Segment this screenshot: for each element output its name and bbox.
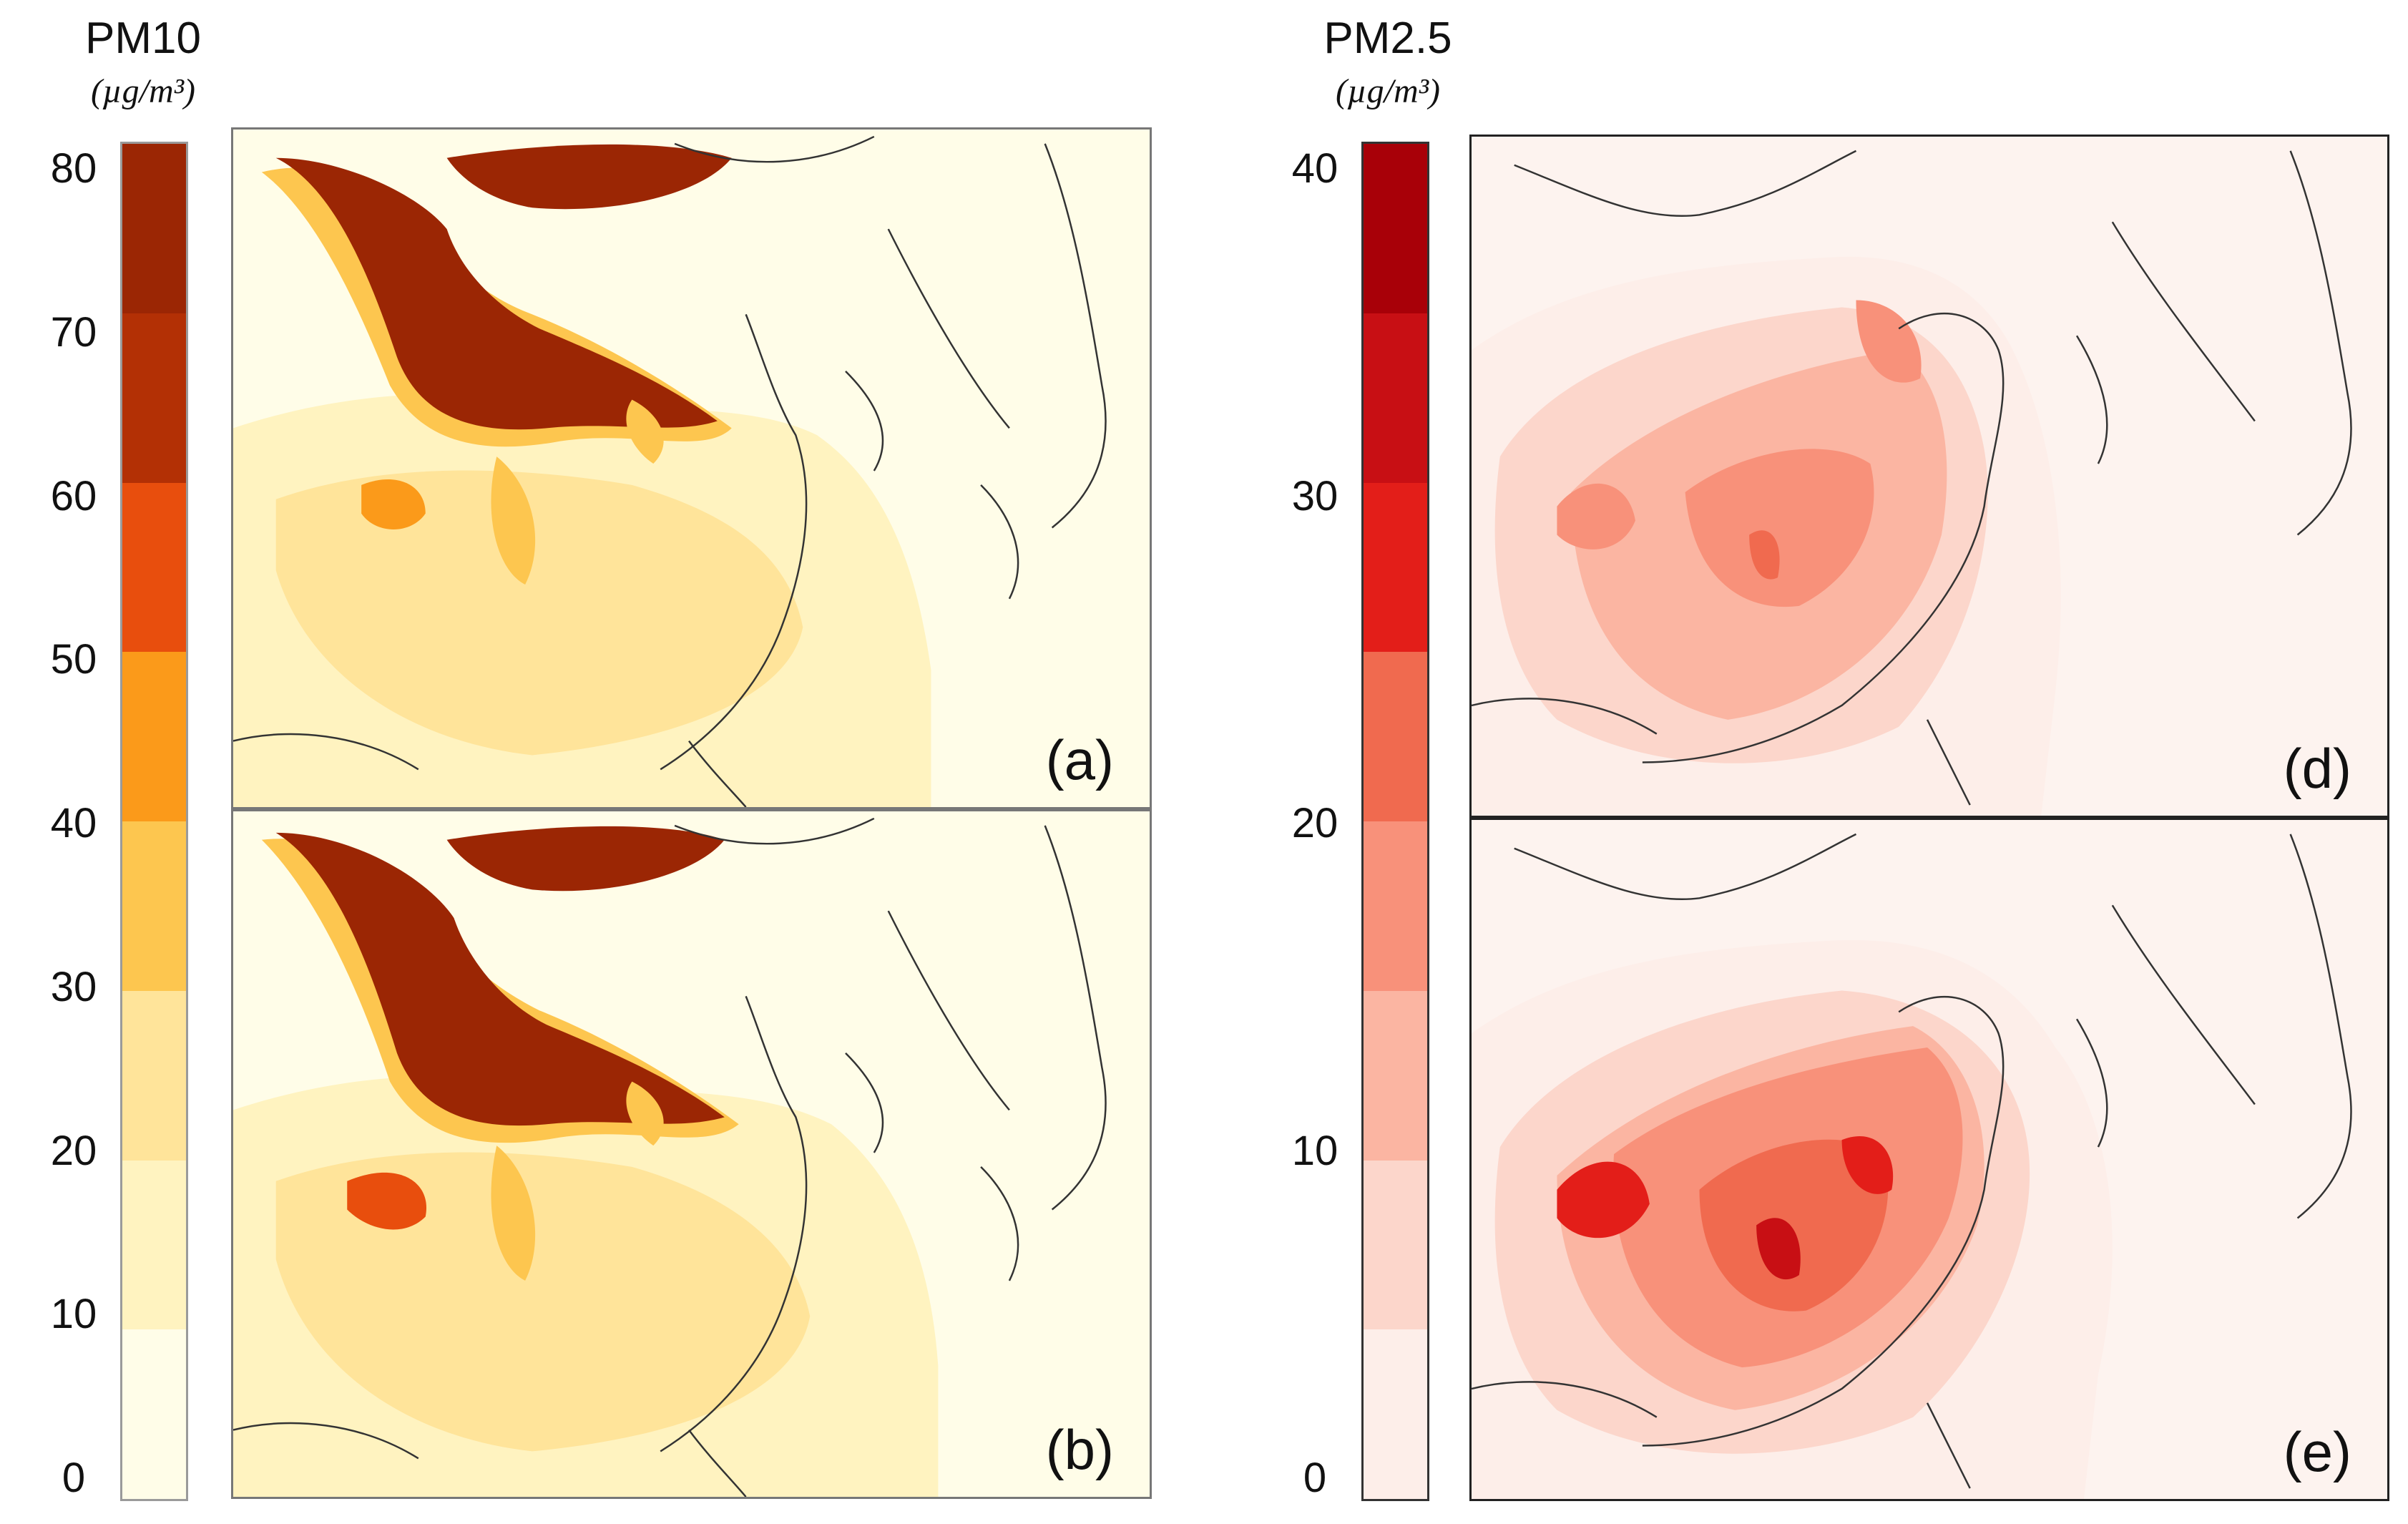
- pm10-tick-label: 70: [50, 308, 97, 356]
- panel-label-e: (e): [2283, 1420, 2351, 1483]
- map-panel-d: (d): [1469, 135, 2389, 818]
- pm25-tick-label: 30: [1291, 472, 1338, 519]
- pm25-tick-label: 0: [1303, 1455, 1327, 1501]
- pm10-colorbar-segment: [122, 313, 186, 483]
- pm10-unit-label: (µg/m³): [90, 72, 195, 110]
- panel-label-b: (b): [1045, 1418, 1114, 1481]
- pm10-tick-label: 80: [50, 145, 97, 192]
- panel-label-a: (a): [1045, 728, 1114, 791]
- pm10-colorbar-segment: [122, 990, 186, 1161]
- pm10-colorbar-segment: [122, 652, 186, 821]
- pm25-tick-label: 20: [1291, 800, 1338, 846]
- pm10-colorbar-segment: [122, 1160, 186, 1330]
- pm25-unit-label: (µg/m³): [1335, 72, 1440, 110]
- pm10-tick-label: 20: [50, 1127, 97, 1174]
- pm25-colorbar-segment: [1364, 482, 1427, 653]
- pm10-tick-label: 60: [50, 472, 97, 519]
- map-panel-a: (a): [231, 127, 1152, 809]
- pm25-colorbar-segment: [1364, 1160, 1427, 1330]
- pm10-tick-label: 10: [50, 1291, 97, 1338]
- pm10-tick-label: 0: [62, 1455, 86, 1501]
- pm10-tick-label: 30: [50, 963, 97, 1010]
- pm25-colorbar-segment: [1364, 652, 1427, 821]
- pm25-tick-label: 40: [1291, 145, 1338, 192]
- pm10-colorbar-segment: [122, 144, 186, 313]
- pm25-colorbar-segment: [1364, 1329, 1427, 1499]
- panel-label-d: (d): [2283, 737, 2351, 800]
- pm25-colorbar-segment: [1364, 144, 1427, 313]
- pm10-map-a: [233, 130, 1150, 807]
- pm25-map-d: [1472, 137, 2387, 816]
- pm10-colorbar-segment: [122, 1329, 186, 1499]
- map-panel-e: (e): [1469, 818, 2389, 1501]
- pm10-colorbar-segment: [122, 482, 186, 653]
- pm25-colorbar-segment: [1364, 313, 1427, 483]
- pm10-colorbar-title: PM10: [85, 14, 201, 63]
- pm25-colorbar: [1361, 142, 1429, 1501]
- pm25-colorbar-title: PM2.5: [1323, 14, 1452, 63]
- pm10-tick-label: 40: [50, 800, 97, 846]
- pm10-tick-label: 50: [50, 636, 97, 683]
- pm10-map-b: [233, 811, 1150, 1497]
- map-panel-b: (b): [231, 809, 1152, 1499]
- pm10-colorbar: [120, 142, 188, 1501]
- pm25-colorbar-segment: [1364, 990, 1427, 1161]
- pm25-tick-label: 10: [1291, 1127, 1338, 1174]
- pm25-colorbar-segment: [1364, 821, 1427, 991]
- pm10-colorbar-segment: [122, 821, 186, 991]
- pm25-map-e: [1472, 820, 2387, 1499]
